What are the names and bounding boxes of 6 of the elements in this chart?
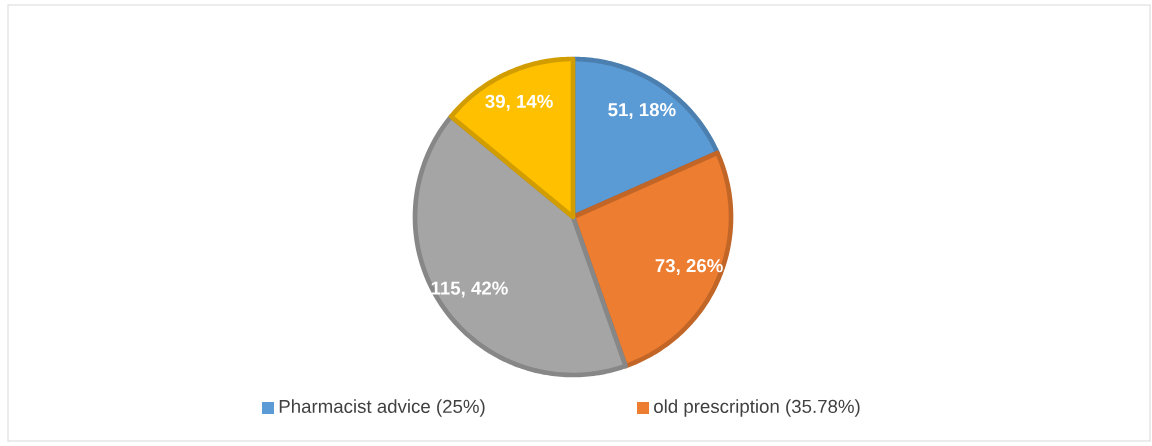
legend-label: Pharmacist advice (25%) — [279, 399, 485, 417]
data-label: 39, 14% — [485, 94, 553, 111]
data-label: 73, 26% — [655, 259, 723, 275]
data-label: 51, 18% — [608, 103, 676, 119]
legend-label: old prescription (35.78%) — [654, 399, 860, 417]
data-label: 115, 42% — [431, 281, 508, 298]
